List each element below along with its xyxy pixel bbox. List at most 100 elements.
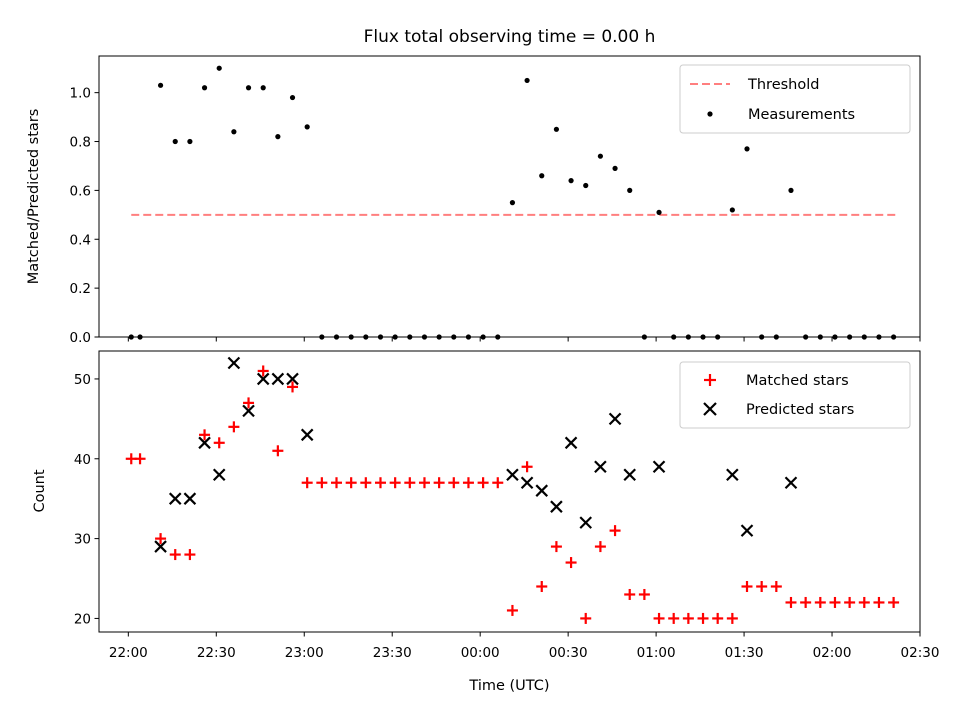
measurement-point bbox=[304, 124, 310, 130]
predicted-star-point bbox=[623, 468, 636, 482]
x-axis-label: Time (UTC) bbox=[468, 678, 549, 694]
measurement-point bbox=[612, 165, 618, 171]
bottom-legend: Matched stars Predicted stars bbox=[679, 361, 911, 429]
matched-star-point bbox=[243, 397, 255, 409]
predicted-star-point bbox=[594, 460, 607, 474]
matched-star-point bbox=[785, 596, 797, 608]
matched-star-point bbox=[448, 477, 460, 489]
matched-star-point bbox=[536, 580, 548, 592]
bottom-plot-area: 20 30 40 50 22:00 22:30 23:00 23:30 00:00 00:30 01… bbox=[74, 350, 939, 661]
matched-star-point bbox=[653, 612, 665, 624]
matched-star-point bbox=[374, 477, 386, 489]
matched-star-point bbox=[521, 461, 533, 473]
measurement-point bbox=[245, 85, 252, 91]
bottom-x-tick-label: 00:00 bbox=[461, 645, 500, 661]
matched-star-point bbox=[389, 477, 401, 489]
measurement-point bbox=[568, 178, 574, 184]
top-y-tick-label: 0.0 bbox=[70, 330, 91, 346]
legend-matched-swatch bbox=[704, 374, 716, 386]
matched-star-point bbox=[228, 421, 240, 433]
predicted-star-point bbox=[271, 372, 285, 386]
predicted-star-point bbox=[726, 468, 739, 482]
measurement-point bbox=[788, 187, 794, 193]
chart-title: Flux total observing time = 0.00 h bbox=[364, 27, 656, 47]
matched-star-point bbox=[301, 477, 313, 489]
predicted-star-point bbox=[652, 460, 666, 474]
measurement-point bbox=[187, 138, 193, 145]
measurement-point bbox=[597, 153, 603, 159]
legend-measurements-label: Measurements bbox=[748, 107, 855, 123]
predicted-star-point bbox=[740, 524, 754, 537]
top-y-tick-label: 0.6 bbox=[70, 183, 91, 199]
measurement-point bbox=[509, 200, 516, 206]
bottom-x-tick-label: 23:30 bbox=[373, 645, 412, 661]
predicted-star-point bbox=[784, 476, 798, 489]
predicted-star-point bbox=[227, 356, 241, 370]
matched-star-point bbox=[682, 612, 694, 624]
predicted-star-point bbox=[212, 468, 226, 482]
matched-star-point bbox=[741, 580, 753, 592]
measurement-point bbox=[656, 209, 662, 215]
bottom-x-tick-label: 02:00 bbox=[813, 645, 852, 661]
legend-matched-label: Matched stars bbox=[746, 373, 849, 389]
bottom-x-tick-label: 01:00 bbox=[637, 645, 676, 661]
predicted-star-point bbox=[183, 492, 197, 505]
measurement-point bbox=[231, 129, 237, 135]
legend-measurements-swatch bbox=[707, 111, 713, 117]
top-panel: Flux total observing time = 0.00 h 0.0 0.… bbox=[26, 27, 921, 346]
matched-star-point bbox=[609, 525, 621, 537]
matched-star-point bbox=[418, 477, 430, 489]
measurement-point bbox=[729, 207, 735, 213]
matched-star-point bbox=[257, 365, 269, 377]
top-legend-box bbox=[679, 64, 911, 134]
measurement-point bbox=[157, 82, 164, 88]
predicted-star-point bbox=[506, 468, 519, 482]
matched-star-point bbox=[800, 596, 812, 608]
matched-star-point bbox=[462, 477, 474, 489]
legend-threshold-label: Threshold bbox=[747, 77, 819, 93]
bottom-y-tick-label: 50 bbox=[74, 372, 91, 388]
matched-star-point bbox=[155, 533, 167, 545]
matched-star-point bbox=[287, 381, 299, 393]
bottom-y-tick-label: 40 bbox=[74, 452, 91, 468]
matched-star-point bbox=[668, 612, 680, 624]
matched-star-point bbox=[858, 596, 870, 608]
predicted-star-point bbox=[520, 476, 534, 489]
matched-star-point bbox=[213, 437, 225, 449]
matched-star-point bbox=[726, 612, 738, 624]
bottom-panel: 20 30 40 50 22:00 22:30 23:00 23:30 00:00 00:30 01… bbox=[32, 350, 939, 694]
top-y-tick-label: 0.8 bbox=[70, 135, 91, 151]
bottom-x-tick-label: 01:30 bbox=[725, 645, 764, 661]
matched-star-point bbox=[404, 477, 416, 489]
bottom-y-axis-label: Count bbox=[32, 469, 48, 512]
predicted-star-point bbox=[256, 372, 270, 386]
bottom-y-tick-label: 20 bbox=[74, 611, 91, 627]
matched-star-point bbox=[829, 596, 841, 608]
matched-star-point bbox=[506, 604, 518, 616]
top-y-tick-label: 0.2 bbox=[70, 281, 91, 297]
predicted-star-point bbox=[154, 540, 167, 553]
matched-star-point bbox=[477, 477, 489, 489]
measurement-point bbox=[583, 182, 589, 189]
predicted-star-point bbox=[286, 372, 299, 386]
measurement-point bbox=[216, 65, 222, 71]
bottom-legend-box bbox=[679, 361, 911, 429]
predicted-star-point bbox=[564, 436, 578, 450]
predicted-star-point bbox=[300, 428, 314, 442]
measurement-point bbox=[553, 126, 560, 132]
matched-star-point bbox=[756, 580, 768, 592]
bottom-axes-frame bbox=[98, 350, 921, 633]
measurement-point bbox=[260, 85, 266, 91]
matched-star-point bbox=[331, 477, 343, 489]
matched-star-point bbox=[873, 596, 885, 608]
matched-star-point bbox=[814, 596, 826, 608]
matched-star-point bbox=[433, 477, 445, 489]
predicted-star-point bbox=[198, 436, 211, 450]
legend-predicted-swatch bbox=[703, 402, 717, 416]
predicted-star-point bbox=[579, 516, 593, 529]
matched-star-point bbox=[770, 580, 782, 592]
top-y-axis-label: Matched/Predicted stars bbox=[26, 109, 42, 285]
matched-star-point bbox=[712, 612, 724, 624]
matched-star-point bbox=[345, 477, 357, 489]
